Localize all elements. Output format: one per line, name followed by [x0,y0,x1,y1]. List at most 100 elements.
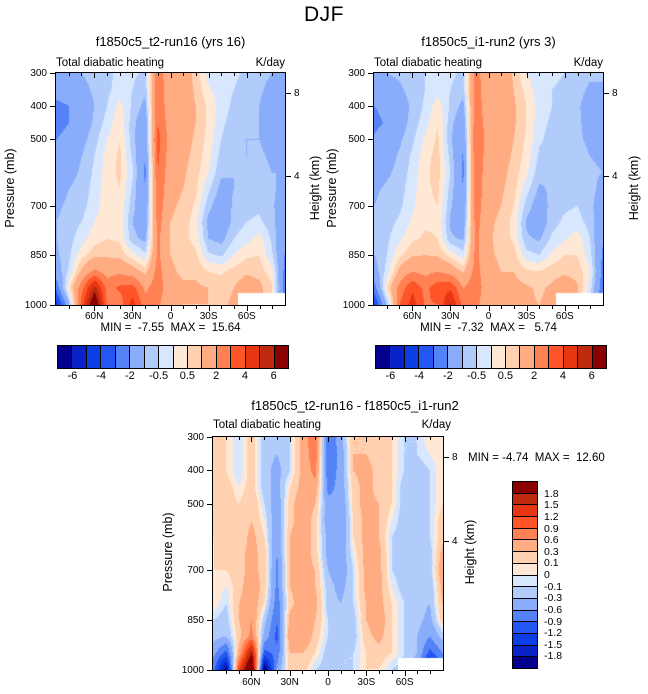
colorbar-tick-label: -1.2 [544,627,563,640]
x-tick-top [539,73,540,76]
x-tick-top [234,73,235,76]
panel-a-title: f1850c5_t2-run16 (yrs 16) [95,34,246,49]
colorbar-cell [158,346,173,368]
x-tick-bottom [158,305,159,309]
height-tick-label: 8 [294,88,300,99]
x-tick-bottom [366,670,367,676]
height-tick [285,176,291,177]
panel-a-field-label: Total diabatic heating [56,57,165,69]
colorbar-cell [548,346,563,368]
x-tick-top [501,73,502,76]
x-tick-bottom [341,670,342,674]
x-tick-bottom [489,305,490,311]
colorbar-cell [513,562,537,575]
colorbar-cell [259,346,274,368]
x-tick-bottom [425,305,426,309]
colorbar-cell [58,346,72,368]
colorbar-cell [461,346,477,368]
colorbar-top-left [57,345,289,369]
x-tick-label: 60S [555,311,574,322]
colorbar-cell [513,539,537,552]
x-tick-bottom [328,670,329,676]
colorbar-tick-label: 4 [241,370,248,382]
x-tick-bottom [438,305,439,309]
panel-b-frame [373,72,604,306]
x-tick-top [379,437,380,440]
panel-a-minmax-label: MIN = -7.55 MAX = 15.64 [100,322,241,334]
x-tick-top [251,437,252,442]
colorbar-tick-label: -4 [414,370,425,382]
x-tick-top [239,437,240,440]
panel-b-heatmap [374,73,603,305]
colorbar-cell [244,346,260,368]
x-tick-bottom [412,305,413,311]
pressure-tick-label: 300 [30,68,47,79]
x-tick-top [399,73,400,76]
x-tick-label: 30S [357,677,376,688]
x-tick-bottom [209,305,210,311]
colorbar-cell [513,621,537,633]
x-tick-top [463,73,464,76]
colorbar-tick-label: 6 [270,370,277,382]
colorbar-cell [172,346,187,368]
x-tick-bottom [145,305,146,309]
pressure-tick-label: 700 [30,201,47,212]
colorbar-tick-label: 1.8 [544,487,559,500]
x-tick-top [290,437,291,442]
colorbar-tick-label: -4 [96,370,107,382]
x-tick-top [196,73,197,76]
x-tick-bottom [94,305,95,311]
colorbar-cell [513,527,537,540]
x-tick-top [107,73,108,76]
x-tick-top [277,437,278,440]
panel-c-minmax-label: MIN = -4.74 MAX = 12.60 [468,452,605,464]
panel-a-pressure-axis-label: Pressure (mb) [3,148,17,228]
x-tick-bottom [399,305,400,309]
pressure-tick-label: 500 [30,134,47,145]
colorbar-cell [447,346,462,368]
panel-b-height-axis-label: Height (km) [627,155,641,221]
x-tick-bottom [272,305,273,309]
x-tick-label: 60N [242,677,261,688]
panel-a-height-axis-label: Height (km) [308,155,322,221]
x-tick-label: 60N [84,311,104,322]
panel-c-title: f1850c5_t2-run16 - f1850c5_i1-run2 [251,398,459,413]
x-tick-top [527,73,528,78]
x-tick-top [247,73,248,78]
x-tick-bottom [430,670,431,674]
panel-b-pressure-axis-label: Pressure (mb) [325,148,339,228]
x-tick-bottom [196,305,197,309]
panel-c-field-label: Total diabatic heating [213,419,322,431]
x-tick-top [552,73,553,76]
x-tick-top [209,73,210,78]
colorbar-tick-label: -2 [124,370,135,382]
colorbar-tick-label: 4 [559,370,566,382]
colorbar-cell [513,632,537,645]
x-tick-top [120,73,121,76]
colorbar-tick-label: -0.6 [544,603,563,616]
height-tick [603,176,609,177]
x-tick-top [514,73,515,76]
colorbar-cell [513,492,537,505]
colorbar-diff [512,481,538,669]
x-tick-bottom [107,305,108,309]
colorbar-cell [513,597,537,610]
x-tick-bottom [264,670,265,674]
colorbar-tick-label: 0.9 [544,522,559,535]
colorbar-cell [513,516,537,528]
x-tick-bottom [379,670,380,674]
height-tick-label: 8 [452,452,458,463]
x-tick-top [69,73,70,76]
x-tick-bottom [120,305,121,309]
panel-b-field-label: Total diabatic heating [374,57,483,69]
height-tick [285,93,291,94]
panel-a-frame [55,72,286,306]
pressure-tick-label: 400 [30,101,47,112]
x-tick-label: 30S [517,311,536,322]
colorbar-tick-label: 0 [544,569,550,581]
colorbar-tick-label: 6 [588,370,595,382]
panel-a-heatmap [56,73,285,305]
x-tick-label: 0 [167,311,174,322]
x-tick-top [476,73,477,76]
x-tick-label: 60S [395,677,414,688]
